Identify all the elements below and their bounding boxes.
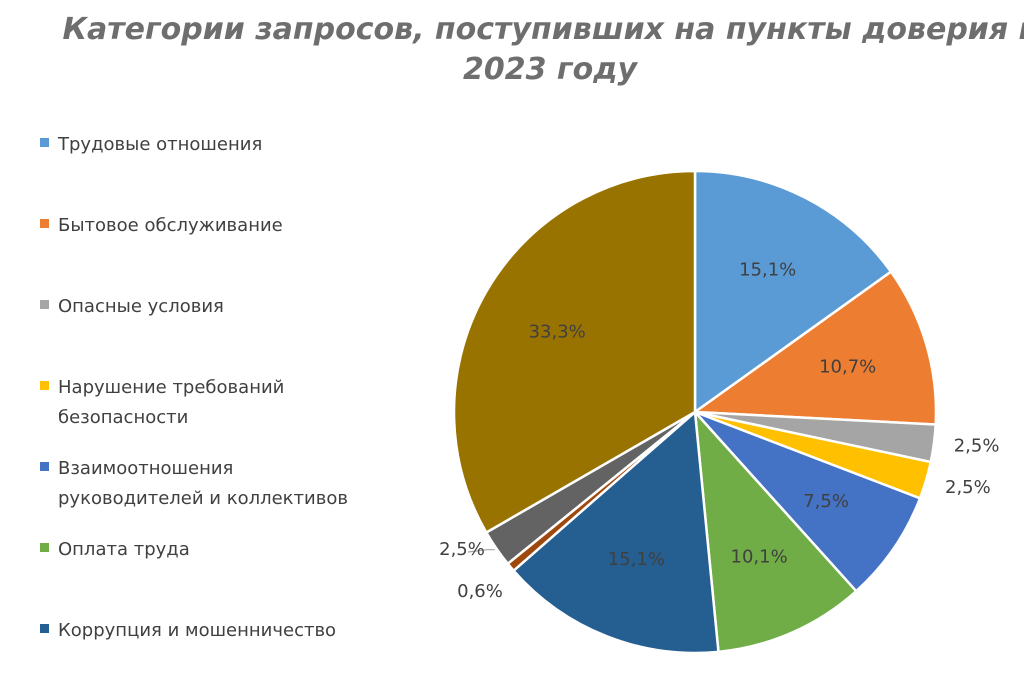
pie-slice	[452, 169, 697, 535]
data-label: 10,7%	[819, 356, 876, 377]
legend-label: Коррупция и мошенничество	[58, 620, 337, 641]
leader-line	[467, 549, 495, 553]
legend-item: Трудовые отношения	[40, 130, 358, 160]
data-label: 7,5%	[803, 491, 849, 512]
chart-title: Категории запросов, поступивших на пункт…	[62, 12, 1024, 87]
pie-slice	[693, 169, 893, 415]
legend-swatch	[40, 219, 49, 228]
legend-item: Взаимоотношения руководителей и коллекти…	[40, 454, 358, 514]
legend-item: Нарушение требований безопасности	[40, 373, 358, 433]
legend-item: Коррупция и мошенничество	[40, 616, 358, 646]
data-label: 2,5%	[945, 477, 991, 498]
legend-swatch	[40, 462, 49, 471]
pie-slice	[691, 270, 938, 426]
legend-label: Бытовое обслуживание	[58, 215, 283, 236]
legend-swatch	[40, 381, 49, 390]
legend-swatch	[40, 624, 49, 633]
legend-label: Трудовые отношения	[58, 134, 263, 155]
legend-swatch	[40, 300, 49, 309]
legend-swatch	[40, 138, 49, 147]
legend-item: Оплата труда	[40, 535, 358, 565]
pie-slice	[693, 408, 858, 654]
data-label: 33,3%	[529, 322, 586, 343]
data-label: 15,1%	[608, 549, 665, 570]
legend-item: Опасные условия	[40, 292, 358, 322]
pie-slice	[694, 410, 922, 593]
legend-item: Бытовое обслуживание	[40, 211, 358, 241]
legend-swatch	[40, 543, 49, 552]
pie-slice	[511, 409, 720, 655]
data-label: 10,1%	[731, 547, 788, 568]
legend-label: Нарушение требований безопасности	[58, 377, 285, 428]
legend-label: Оплата труда	[58, 539, 190, 560]
data-label: 0,6%	[457, 581, 503, 602]
data-label: 2,5%	[439, 539, 485, 560]
data-label: 2,5%	[954, 436, 1000, 457]
legend-label: Опасные условия	[58, 296, 224, 317]
chart-legend: Трудовые отношения Бытовое обслуживание Оп…	[40, 0, 370, 676]
legend-label: Взаимоотношения руководителей и коллекти…	[58, 458, 348, 509]
data-label: 15,1%	[739, 260, 796, 281]
